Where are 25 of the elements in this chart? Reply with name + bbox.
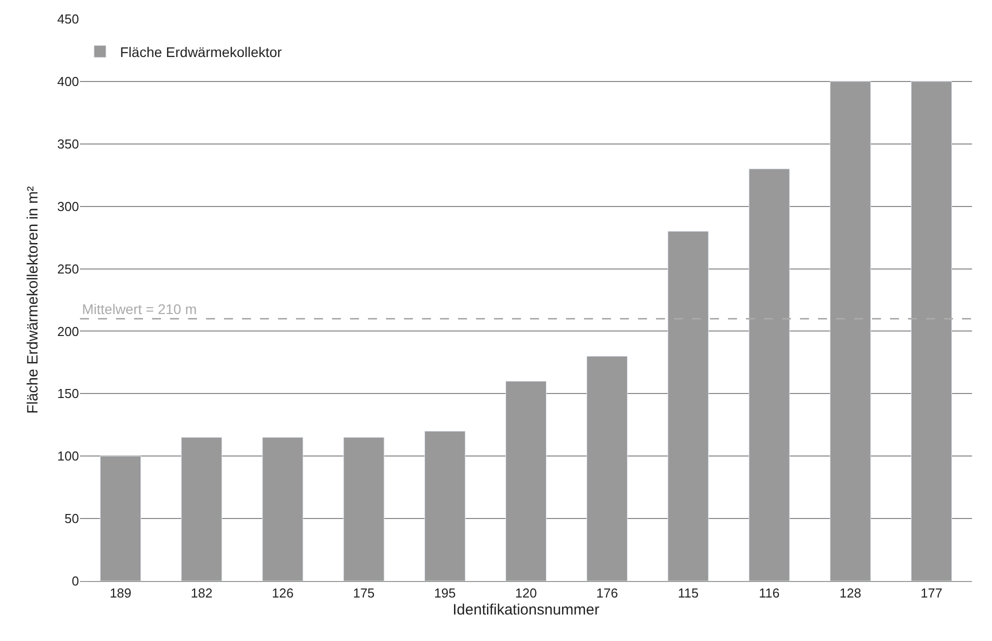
- x-tick-label: 116: [758, 586, 780, 601]
- x-tick-label: 182: [190, 586, 212, 601]
- x-tick-label: 195: [434, 586, 456, 601]
- x-tick-label: 115: [678, 586, 699, 601]
- y-tick-label: 350: [57, 136, 79, 152]
- y-tick-label: 250: [57, 261, 79, 276]
- y-tick-label: 200: [57, 324, 79, 339]
- x-tick-label: 189: [110, 586, 132, 601]
- x-axis-title: Identifikationsnummer: [452, 602, 600, 619]
- ref-line-label: Mittelwert = 210 m: [82, 301, 197, 317]
- y-tick-label: 100: [57, 448, 79, 464]
- x-tick-label: 175: [352, 586, 375, 601]
- x-tick-label: 176: [596, 586, 618, 601]
- legend-label: Fläche Erdwärmekollektor: [120, 44, 282, 60]
- y-axis-title: Fläche Erdwärmekollektoren in m²: [24, 186, 42, 414]
- y-tick-label: 0: [72, 574, 79, 589]
- y-tick-label: 300: [57, 198, 79, 214]
- x-tick-label: 120: [515, 586, 537, 601]
- y-tick-label: 400: [57, 74, 79, 89]
- y-tick-label: 450: [57, 12, 79, 27]
- y-tick-label: 50: [64, 511, 79, 526]
- x-tick-label: 128: [840, 586, 862, 601]
- x-tick-label: 126: [272, 586, 294, 601]
- x-tick-label: 177: [920, 586, 942, 601]
- y-tick-label: 150: [57, 386, 79, 402]
